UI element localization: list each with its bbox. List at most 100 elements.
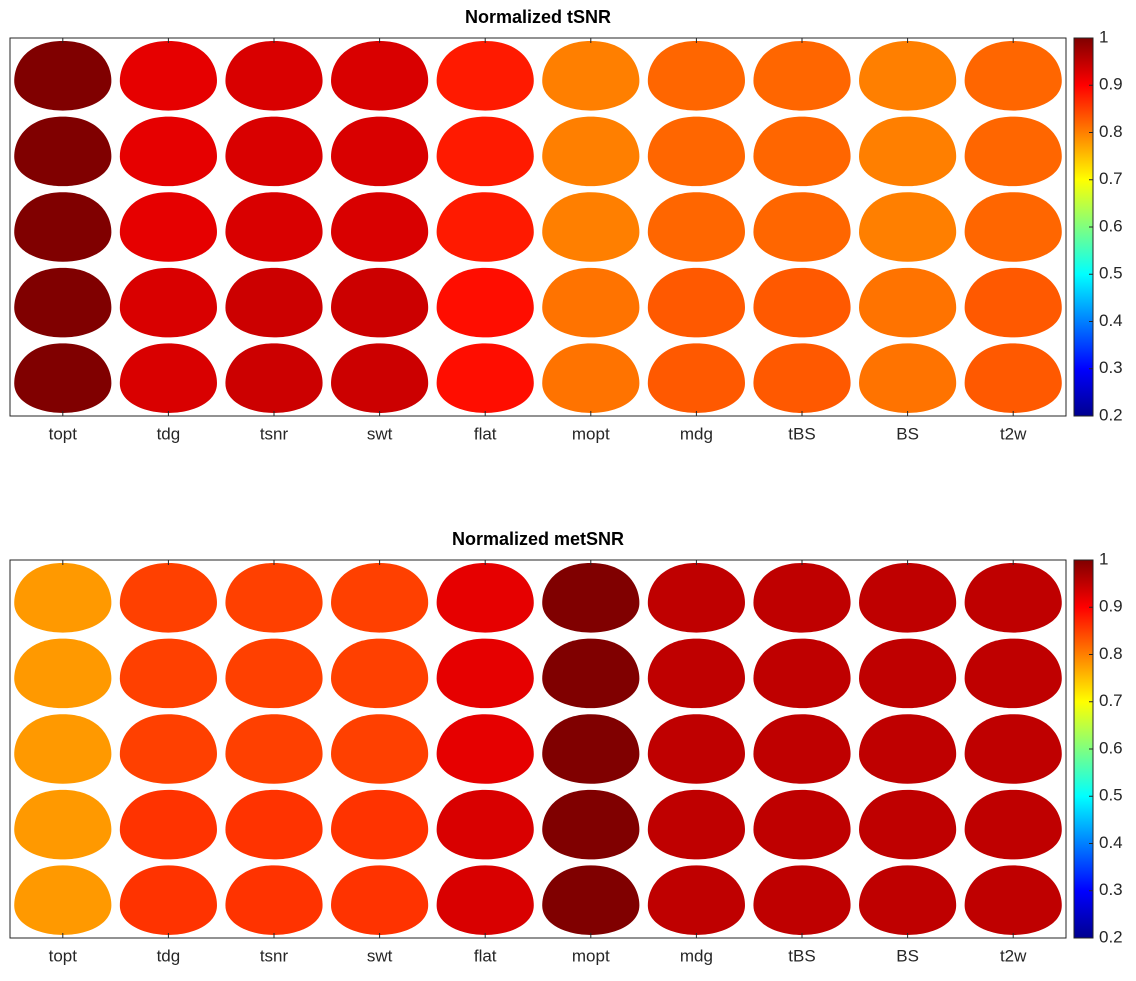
image-cell [753,41,850,111]
image-cell [648,865,745,935]
x-tick-label: tdg [157,946,181,965]
image-cell [859,790,956,860]
image-cell [14,343,111,413]
colorbar-tick-label: 0.6 [1099,216,1123,235]
image-cell [648,790,745,860]
image-cell [648,343,745,413]
image-cell [331,268,428,338]
colorbar-tick-label: 1 [1099,549,1108,568]
colorbar-tick-label: 0.8 [1099,122,1123,141]
image-cell [753,343,850,413]
image-cell [331,343,428,413]
image-cell [542,268,639,338]
image-cell [859,268,956,338]
image-cell [331,714,428,784]
image-cell [14,192,111,262]
image-cell [859,41,956,111]
image-cell [14,117,111,187]
image-cell [965,865,1062,935]
colorbar-tick-label: 0.6 [1099,738,1123,757]
image-cell [120,865,217,935]
image-cell [14,563,111,633]
colorbar-tick-label: 0.5 [1099,786,1123,805]
colorbar-tick-label: 0.8 [1099,644,1123,663]
image-cell [225,790,322,860]
image-cell [331,192,428,262]
image-cell [225,192,322,262]
x-tick-label: topt [49,946,78,965]
image-cell [965,268,1062,338]
image-cell [859,639,956,709]
figure: Normalized tSNRtopttdgtsnrswtflatmoptmdg… [0,0,1136,976]
image-cell [648,268,745,338]
image-cell [965,639,1062,709]
image-cell [859,117,956,187]
image-cell [14,790,111,860]
x-tick-label: tBS [788,946,815,965]
image-cell [859,343,956,413]
x-tick-label: tsnr [260,946,289,965]
image-cell [648,639,745,709]
image-cell [14,865,111,935]
image-cell [437,790,534,860]
image-cell [965,343,1062,413]
image-cell [437,343,534,413]
image-cell [120,343,217,413]
image-cell [120,117,217,187]
image-cell [542,563,639,633]
image-cell [965,192,1062,262]
x-tick-label: flat [474,424,497,443]
image-cell [542,714,639,784]
image-cell [120,790,217,860]
chart-title: Normalized tSNR [465,7,611,27]
image-cell [437,563,534,633]
image-cell [225,714,322,784]
x-tick-label: flat [474,946,497,965]
colorbar-tick-label: 0.7 [1099,691,1123,710]
image-cell [859,865,956,935]
image-cell [437,41,534,111]
image-cell [648,563,745,633]
x-tick-label: t2w [1000,424,1027,443]
image-cell [331,639,428,709]
image-cell [648,714,745,784]
image-cell [859,714,956,784]
image-cell [120,192,217,262]
image-cell [542,192,639,262]
image-cell [648,41,745,111]
image-cell [859,563,956,633]
image-cell [225,865,322,935]
image-cell [542,865,639,935]
x-tick-label: t2w [1000,946,1027,965]
image-cell [225,41,322,111]
image-cell [965,790,1062,860]
x-tick-label: BS [896,946,919,965]
image-cell [120,563,217,633]
image-cell [437,268,534,338]
colorbar-tick-label: 0.4 [1099,311,1123,330]
image-cell [437,714,534,784]
image-cell [542,790,639,860]
image-cell [331,563,428,633]
image-cell [965,117,1062,187]
x-tick-label: tdg [157,424,181,443]
colorbar-tick-label: 0.7 [1099,169,1123,188]
image-cell [120,714,217,784]
image-cell [14,41,111,111]
image-cell [965,714,1062,784]
image-cell [120,268,217,338]
image-cell [542,117,639,187]
image-cell [753,563,850,633]
x-tick-label: mdg [680,424,713,443]
image-cell [542,343,639,413]
x-tick-label: swt [367,424,393,443]
image-cell [437,639,534,709]
colorbar-tick-label: 0.3 [1099,358,1123,377]
image-cell [225,639,322,709]
image-cell [542,639,639,709]
image-cell [965,563,1062,633]
image-cell [225,343,322,413]
image-cell [14,639,111,709]
image-cell [648,192,745,262]
image-cell [225,563,322,633]
